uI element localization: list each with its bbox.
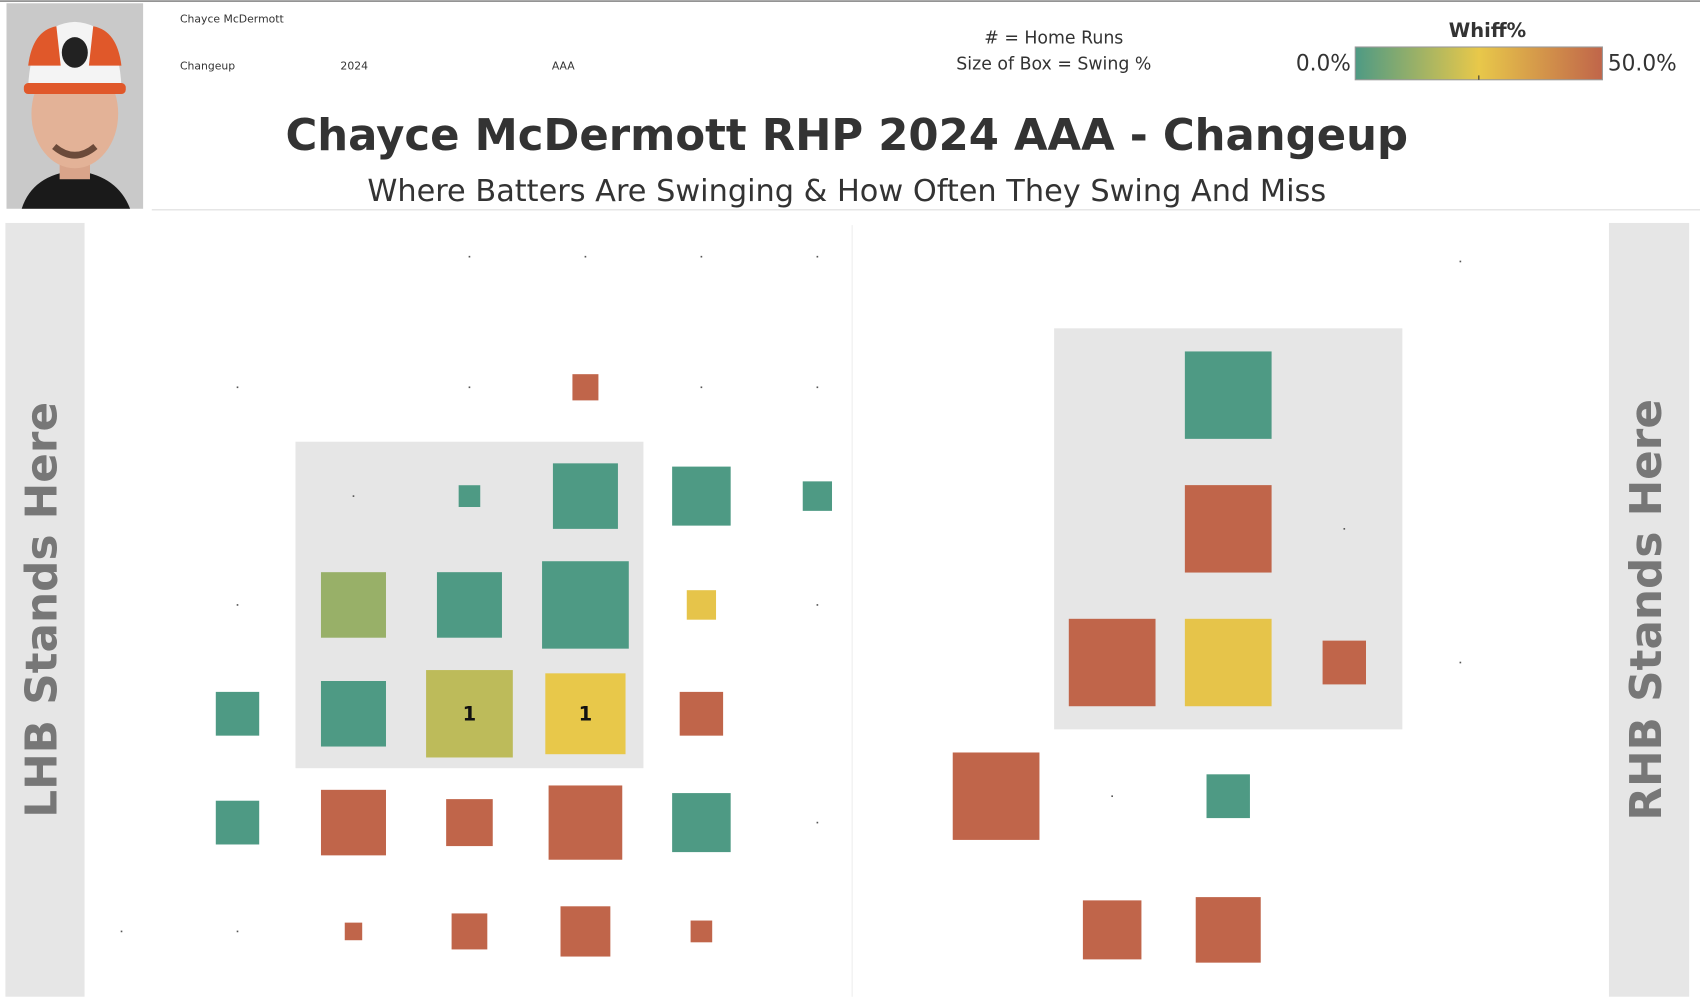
zone-cell <box>816 604 819 606</box>
zone-cell <box>679 691 724 736</box>
cap-side <box>28 26 61 66</box>
zone-cell <box>545 673 626 755</box>
zone-cell <box>700 255 703 258</box>
zone-cell <box>672 793 731 853</box>
zone-cell <box>816 255 819 258</box>
zone-cell <box>816 386 819 389</box>
zone-cell <box>320 680 386 747</box>
zone-cell <box>802 481 833 511</box>
note: Size of Box = Swing % <box>956 54 1151 74</box>
home-run-label: 1 <box>579 702 593 725</box>
player-name: Chayce McDermott <box>180 13 284 26</box>
zone-cell <box>952 752 1040 840</box>
zone-cell <box>1111 795 1113 798</box>
level: AAA <box>552 60 575 73</box>
zone-cell <box>215 691 260 736</box>
zone-cell <box>1322 640 1367 685</box>
pitch-type: Changeup <box>180 60 235 73</box>
zone-cell <box>572 374 599 401</box>
season: 2024 <box>340 60 368 73</box>
panel-label: LHB Stands Here <box>18 402 68 818</box>
home-run-label: 1 <box>463 702 477 725</box>
jersey <box>21 170 131 209</box>
zone-cell <box>236 386 239 389</box>
legend-tick-label: 50.0% <box>1608 51 1677 76</box>
cap-side <box>88 26 122 66</box>
zone-cell <box>468 386 471 389</box>
zone-cell <box>1184 618 1272 707</box>
panel-label: RHB Stands Here <box>1622 399 1672 821</box>
zone-cell <box>1068 618 1156 707</box>
subtitle: Where Batters Are Swinging & How Often T… <box>367 174 1326 209</box>
legend-tick-label: 0.0% <box>1296 51 1351 76</box>
zone-cell <box>451 913 488 950</box>
note: # = Home Runs <box>984 28 1123 48</box>
side-bar <box>1608 222 1690 997</box>
color-legend <box>1354 46 1603 81</box>
cap-logo <box>61 37 88 68</box>
zone-cell <box>1206 774 1250 819</box>
zone-cell <box>560 906 611 957</box>
zone-cell <box>542 561 629 649</box>
beard <box>52 143 98 159</box>
zone-cell <box>468 255 471 258</box>
zone-cell <box>672 466 731 526</box>
zone-cell <box>352 495 355 497</box>
zone-cell <box>1184 485 1272 573</box>
zone-cell <box>584 255 587 258</box>
zone-cell <box>458 485 481 507</box>
zone-cell <box>1082 900 1142 960</box>
zone-cell <box>236 604 239 606</box>
zone-cell <box>215 800 260 845</box>
side-bar <box>5 222 85 997</box>
zone-cell <box>446 799 493 847</box>
player-photo <box>6 3 144 209</box>
zone-cell <box>686 590 717 620</box>
zone-cell <box>426 670 513 758</box>
zone-cell <box>436 572 502 638</box>
zone-cell <box>1459 661 1462 664</box>
zone-cell <box>548 785 623 860</box>
legend-title: Whiff% <box>1449 19 1526 42</box>
cap-brim <box>23 83 126 94</box>
zone-cell <box>1195 897 1261 963</box>
zone-cell <box>1343 528 1346 530</box>
zone-cell <box>1184 351 1272 439</box>
zone-cell <box>690 920 713 943</box>
zone-cell <box>1459 260 1462 263</box>
title: Chayce McDermott RHP 2024 AAA - Changeup <box>285 111 1408 161</box>
zone-cell <box>120 930 123 933</box>
zone-cell <box>320 789 386 856</box>
zone-cell <box>552 463 618 529</box>
zone-cell <box>320 572 386 638</box>
zone-cell <box>700 386 703 389</box>
zone-cell <box>236 930 239 933</box>
zone-cell <box>344 922 363 941</box>
zone-cell <box>816 821 819 824</box>
